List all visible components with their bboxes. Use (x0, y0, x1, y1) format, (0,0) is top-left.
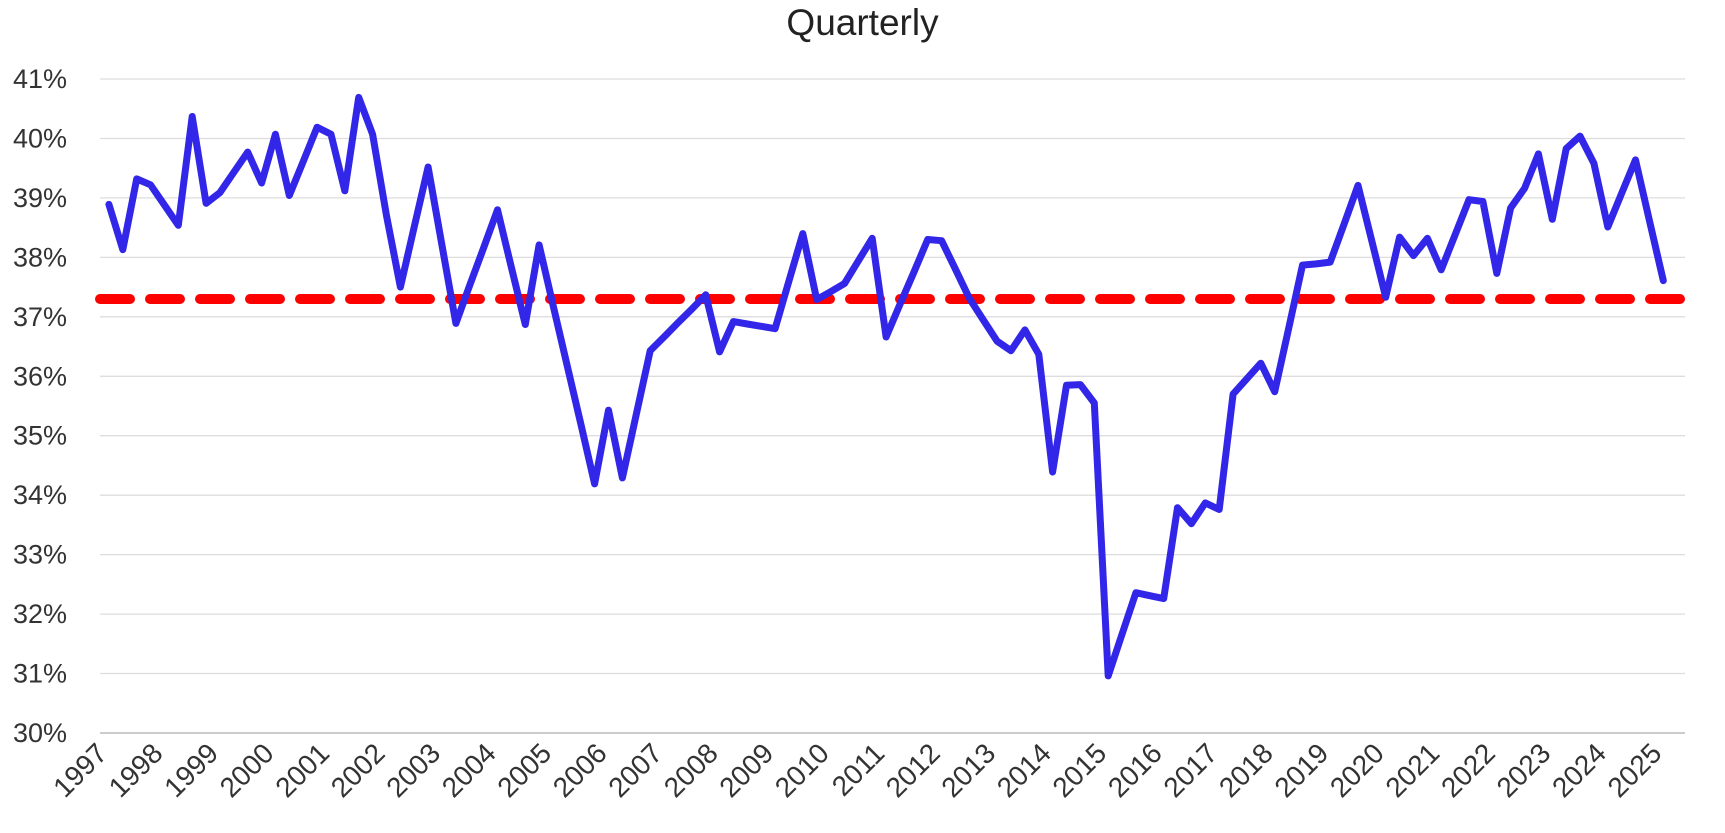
svg-text:2002: 2002 (325, 737, 391, 803)
svg-text:2023: 2023 (1491, 737, 1557, 803)
svg-text:32%: 32% (13, 599, 67, 629)
svg-text:36%: 36% (13, 361, 67, 391)
svg-text:2017: 2017 (1157, 737, 1223, 803)
svg-text:2008: 2008 (658, 737, 724, 803)
svg-text:37%: 37% (13, 302, 67, 332)
svg-text:2024: 2024 (1546, 737, 1612, 803)
svg-text:33%: 33% (13, 540, 67, 570)
svg-text:2020: 2020 (1324, 737, 1390, 803)
svg-text:2003: 2003 (380, 737, 446, 803)
svg-text:30%: 30% (13, 718, 67, 748)
svg-text:34%: 34% (13, 480, 67, 510)
svg-text:2021: 2021 (1379, 737, 1445, 803)
svg-text:2004: 2004 (436, 737, 502, 803)
svg-text:2022: 2022 (1435, 737, 1501, 803)
svg-text:2014: 2014 (991, 737, 1057, 803)
svg-text:1998: 1998 (103, 737, 169, 803)
svg-text:2015: 2015 (1046, 737, 1112, 803)
svg-text:2001: 2001 (269, 737, 335, 803)
svg-text:2019: 2019 (1268, 737, 1334, 803)
svg-text:40%: 40% (13, 124, 67, 154)
svg-text:2005: 2005 (491, 737, 557, 803)
svg-text:2006: 2006 (547, 737, 613, 803)
svg-text:2013: 2013 (935, 737, 1001, 803)
svg-text:2009: 2009 (713, 737, 779, 803)
svg-text:2011: 2011 (826, 737, 891, 802)
svg-text:31%: 31% (13, 659, 67, 689)
svg-text:41%: 41% (13, 64, 67, 94)
svg-text:2000: 2000 (214, 737, 280, 803)
svg-text:35%: 35% (13, 421, 67, 451)
svg-text:2010: 2010 (769, 737, 835, 803)
svg-text:2007: 2007 (602, 737, 668, 803)
svg-text:2018: 2018 (1213, 737, 1279, 803)
svg-text:2016: 2016 (1102, 737, 1168, 803)
svg-text:1999: 1999 (158, 737, 224, 803)
svg-text:2025: 2025 (1602, 737, 1668, 803)
svg-text:38%: 38% (13, 242, 67, 272)
svg-text:39%: 39% (13, 183, 67, 213)
svg-text:2012: 2012 (880, 737, 946, 803)
